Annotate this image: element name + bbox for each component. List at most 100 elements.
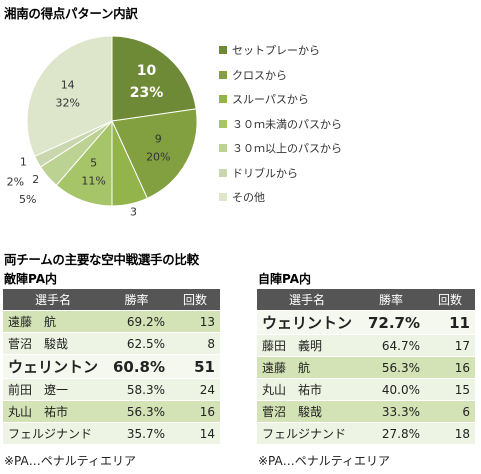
- pie-percent-label-1: 20%: [146, 150, 170, 163]
- legend-item: クロスから: [219, 63, 342, 88]
- table-row: ウェリントン 60.8% 51: [3, 354, 220, 379]
- legend-swatch: [219, 95, 227, 104]
- pie-percent-label-3: 11%: [81, 174, 105, 187]
- win-rate-cell: 64.7%: [357, 334, 425, 357]
- count-cell: 16: [425, 356, 475, 379]
- legend-swatch: [219, 70, 227, 79]
- chart-legend: セットプレーから クロスからスルーパスから ３０ｍ未満のパスから ３０ｍ以上のパスから…: [219, 38, 342, 210]
- pie-percent-label-4: 5%: [19, 193, 36, 206]
- win-rate-cell: 56.3%: [103, 400, 170, 423]
- win-rate-cell: 40.0%: [357, 378, 425, 401]
- legend-label: セットプレーから: [232, 44, 320, 58]
- table-row: 遠藤 航 69.2% 13: [3, 310, 220, 333]
- player-name-cell: フェルジナンド: [257, 422, 357, 444]
- pie-value-label-6: 14: [61, 79, 75, 92]
- pie-percent-label-0: 23%: [130, 85, 164, 101]
- chart-title: 湘南の得点パターン内訳: [4, 6, 138, 21]
- player-name-cell: 丸山 祐市: [257, 378, 357, 401]
- win-rate-cell: 56.3%: [357, 356, 425, 379]
- legend-label: ３０ｍ以上のパスから: [232, 142, 342, 156]
- player-name-cell: 遠藤 航: [257, 356, 357, 379]
- table-row: 丸山 祐市 56.3% 16: [3, 400, 220, 423]
- pie-percent-label-6: 32%: [55, 97, 79, 110]
- count-cell: 6: [425, 400, 475, 423]
- legend-label: その他: [232, 191, 265, 205]
- legend-label: スルーパスから: [232, 93, 309, 107]
- count-cell: 14: [170, 422, 220, 444]
- header-rate: 勝率: [357, 289, 425, 311]
- count-cell: 16: [170, 400, 220, 423]
- table-row: 菅沼 駿哉 62.5% 8: [3, 332, 220, 355]
- legend-item: ドリブルから: [219, 161, 342, 186]
- count-cell: 18: [425, 422, 475, 444]
- win-rate-cell: 27.8%: [357, 422, 425, 444]
- pie-slice-1: [111, 108, 198, 199]
- win-rate-cell: 58.3%: [103, 378, 170, 401]
- pie-value-label-2: 3: [130, 206, 137, 219]
- legend-item: ３０ｍ以上のパスから: [219, 136, 342, 161]
- pie-slice-6: [26, 35, 113, 157]
- table-row: フェルジナンド 27.8% 18: [257, 422, 475, 444]
- table-row: 菅沼 駿哉 33.3% 6: [257, 400, 475, 423]
- right-table-subtitle: 自陣PA内: [258, 272, 311, 286]
- count-cell: 8: [170, 332, 220, 355]
- table-row: 遠藤 航 56.3% 16: [257, 356, 475, 379]
- win-rate-cell: 72.7%: [357, 310, 425, 335]
- legend-item: ３０ｍ未満のパスから: [219, 112, 342, 137]
- win-rate-cell: 69.2%: [103, 310, 170, 333]
- win-rate-cell: 60.8%: [103, 354, 170, 379]
- pie-value-label-3: 5: [90, 156, 97, 169]
- legend-swatch: [219, 46, 227, 55]
- legend-swatch: [219, 144, 227, 153]
- legend-item: セットプレーから: [219, 38, 342, 63]
- header-player: 選手名: [3, 289, 103, 311]
- legend-label: クロスから: [232, 68, 287, 82]
- table-row: 藤田 義明 64.7% 17: [257, 334, 475, 357]
- count-cell: 24: [170, 378, 220, 401]
- table-row: 丸山 祐市 40.0% 15: [257, 378, 475, 401]
- win-rate-cell: 35.7%: [103, 422, 170, 444]
- player-name-cell: フェルジナンド: [3, 422, 103, 444]
- win-rate-cell: 62.5%: [103, 332, 170, 355]
- legend-item: その他: [219, 185, 342, 210]
- right-footnote: ※PA…ペナルティエリア: [258, 454, 391, 468]
- player-name-cell: ウェリントン: [257, 310, 357, 335]
- win-rate-cell: 33.3%: [357, 400, 425, 423]
- player-name-cell: 前田 遼一: [3, 378, 103, 401]
- pie-value-label-1: 9: [155, 132, 162, 145]
- legend-swatch: [219, 119, 227, 128]
- table-row: 前田 遼一 58.3% 24: [3, 378, 220, 401]
- player-name-cell: 藤田 義明: [257, 334, 357, 357]
- table-header-row: 選手名 勝率 回数: [3, 289, 220, 311]
- pie-value-label-0: 10: [137, 63, 157, 79]
- player-name-cell: 菅沼 駿哉: [3, 332, 103, 355]
- pie-slice-0: [111, 35, 197, 122]
- comparison-title: 両チームの主要な空中戦選手の比較: [4, 252, 199, 267]
- header-rate: 勝率: [103, 289, 170, 311]
- header-count: 回数: [425, 289, 475, 311]
- count-cell: 51: [170, 354, 220, 379]
- count-cell: 11: [425, 310, 475, 335]
- legend-label: ドリブルから: [232, 166, 298, 180]
- legend-label: ３０ｍ未満のパスから: [232, 117, 342, 131]
- header-count: 回数: [170, 289, 220, 311]
- pie-value-label-4: 2: [32, 173, 39, 186]
- left-footnote: ※PA…ペナルティエリア: [4, 454, 137, 468]
- left-table-subtitle: 敵陣PA内: [4, 272, 57, 286]
- legend-item: スルーパスから: [219, 87, 342, 112]
- player-name-cell: ウェリントン: [3, 354, 103, 379]
- header-player: 選手名: [257, 289, 357, 311]
- legend-swatch: [219, 168, 227, 177]
- pie-value-label-5: 1: [20, 155, 27, 168]
- legend-swatch: [219, 193, 227, 202]
- player-name-cell: 遠藤 航: [3, 310, 103, 333]
- player-name-cell: 丸山 祐市: [3, 400, 103, 423]
- count-cell: 13: [170, 310, 220, 333]
- player-name-cell: 菅沼 駿哉: [257, 400, 357, 423]
- opponent-pa-table: 選手名 勝率 回数 遠藤 航 69.2% 13 菅沼 駿哉 62.5% 8 ウェリントン 60…: [3, 289, 220, 444]
- count-cell: 17: [425, 334, 475, 357]
- table-header-row: 選手名 勝率 回数: [257, 289, 475, 311]
- table-row: フェルジナンド 35.7% 14: [3, 422, 220, 444]
